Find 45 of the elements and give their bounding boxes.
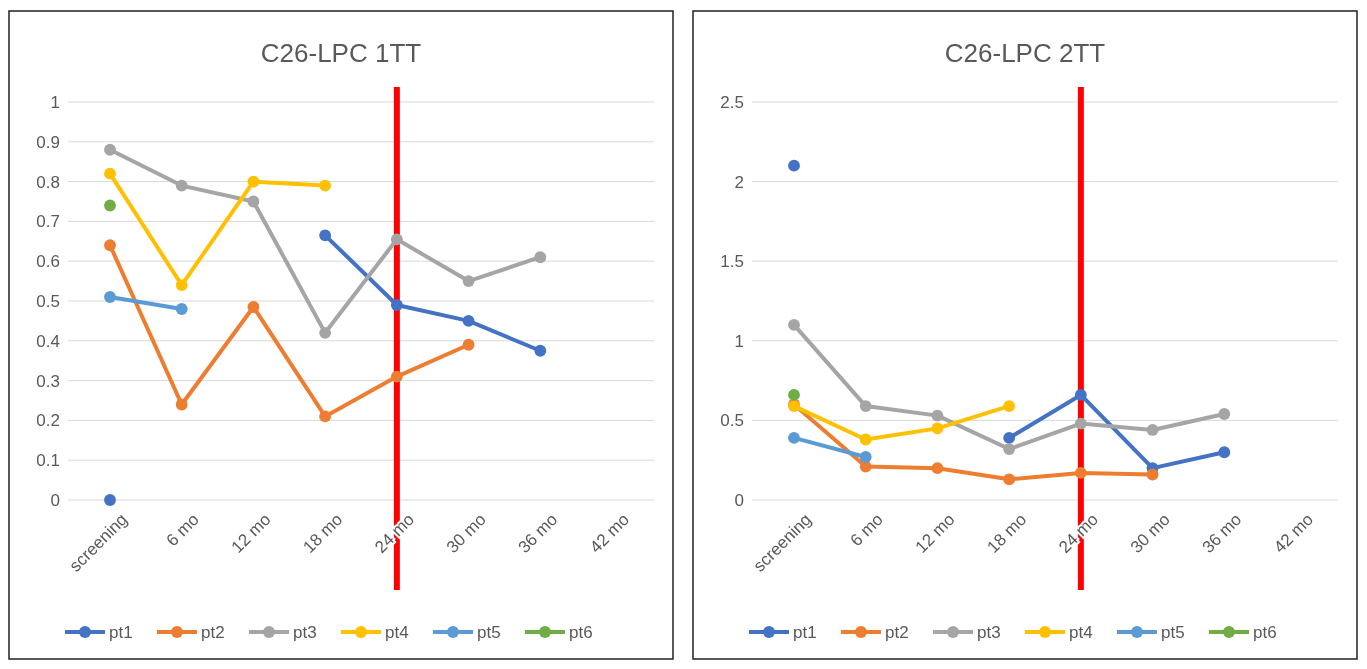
y-tick-label: 0.9 <box>36 132 60 152</box>
legend-label: pt6 <box>569 622 593 642</box>
y-tick-label: 0.1 <box>36 451 60 471</box>
x-tick-label: 6 mo <box>846 509 887 551</box>
y-tick-label: 2 <box>734 172 744 192</box>
x-tick-label: 18 mo <box>983 509 1031 557</box>
y-tick-label: 0.5 <box>720 411 744 431</box>
legend-label: pt4 <box>385 622 409 642</box>
chart-title: C26-LPC 1TT <box>260 38 422 68</box>
chart-title: C26-LPC 2TT <box>944 38 1106 68</box>
legend-label: pt3 <box>293 622 317 642</box>
legend-label: pt2 <box>885 622 909 642</box>
legend-label: pt2 <box>201 622 225 642</box>
y-tick-label: 0 <box>734 490 744 510</box>
y-tick-label: 0.7 <box>36 212 60 232</box>
x-tick-label: 30 mo <box>442 509 490 557</box>
y-tick-label: 0.4 <box>36 331 60 351</box>
x-tick-label: 18 mo <box>299 509 347 557</box>
y-tick-label: 0.6 <box>36 252 60 272</box>
x-tick-label: 30 mo <box>1126 509 1174 557</box>
legend-label: pt5 <box>477 622 501 642</box>
x-tick-label: 36 mo <box>1198 509 1246 557</box>
legend-label: pt1 <box>109 622 133 642</box>
x-tick-label: 36 mo <box>514 509 562 557</box>
x-tick-label: 6 mo <box>162 509 203 551</box>
x-tick-label: 42 mo <box>1270 509 1318 557</box>
y-tick-label: 0.3 <box>36 371 60 391</box>
x-tick-label: 24 mo <box>371 509 418 557</box>
legend-label: pt4 <box>1069 622 1093 642</box>
x-tick-label: 12 mo <box>227 509 275 557</box>
y-tick-label: 1.5 <box>720 252 744 272</box>
y-tick-label: 1 <box>50 92 60 112</box>
legend-label: pt5 <box>1161 622 1185 642</box>
y-tick-label: 2.5 <box>720 92 744 112</box>
legend-label: pt1 <box>793 622 817 642</box>
y-tick-label: 0.8 <box>36 172 60 192</box>
y-tick-label: 0 <box>50 490 60 510</box>
x-tick-label: 12 mo <box>911 509 959 557</box>
y-tick-label: 1 <box>734 331 744 351</box>
y-tick-label: 0.5 <box>36 291 60 311</box>
y-tick-label: 0.2 <box>36 411 60 431</box>
x-tick-label: 24 mo <box>1055 509 1102 557</box>
legend-label: pt3 <box>977 622 1001 642</box>
x-tick-label: 42 mo <box>586 509 634 557</box>
legend-label: pt6 <box>1253 622 1277 642</box>
